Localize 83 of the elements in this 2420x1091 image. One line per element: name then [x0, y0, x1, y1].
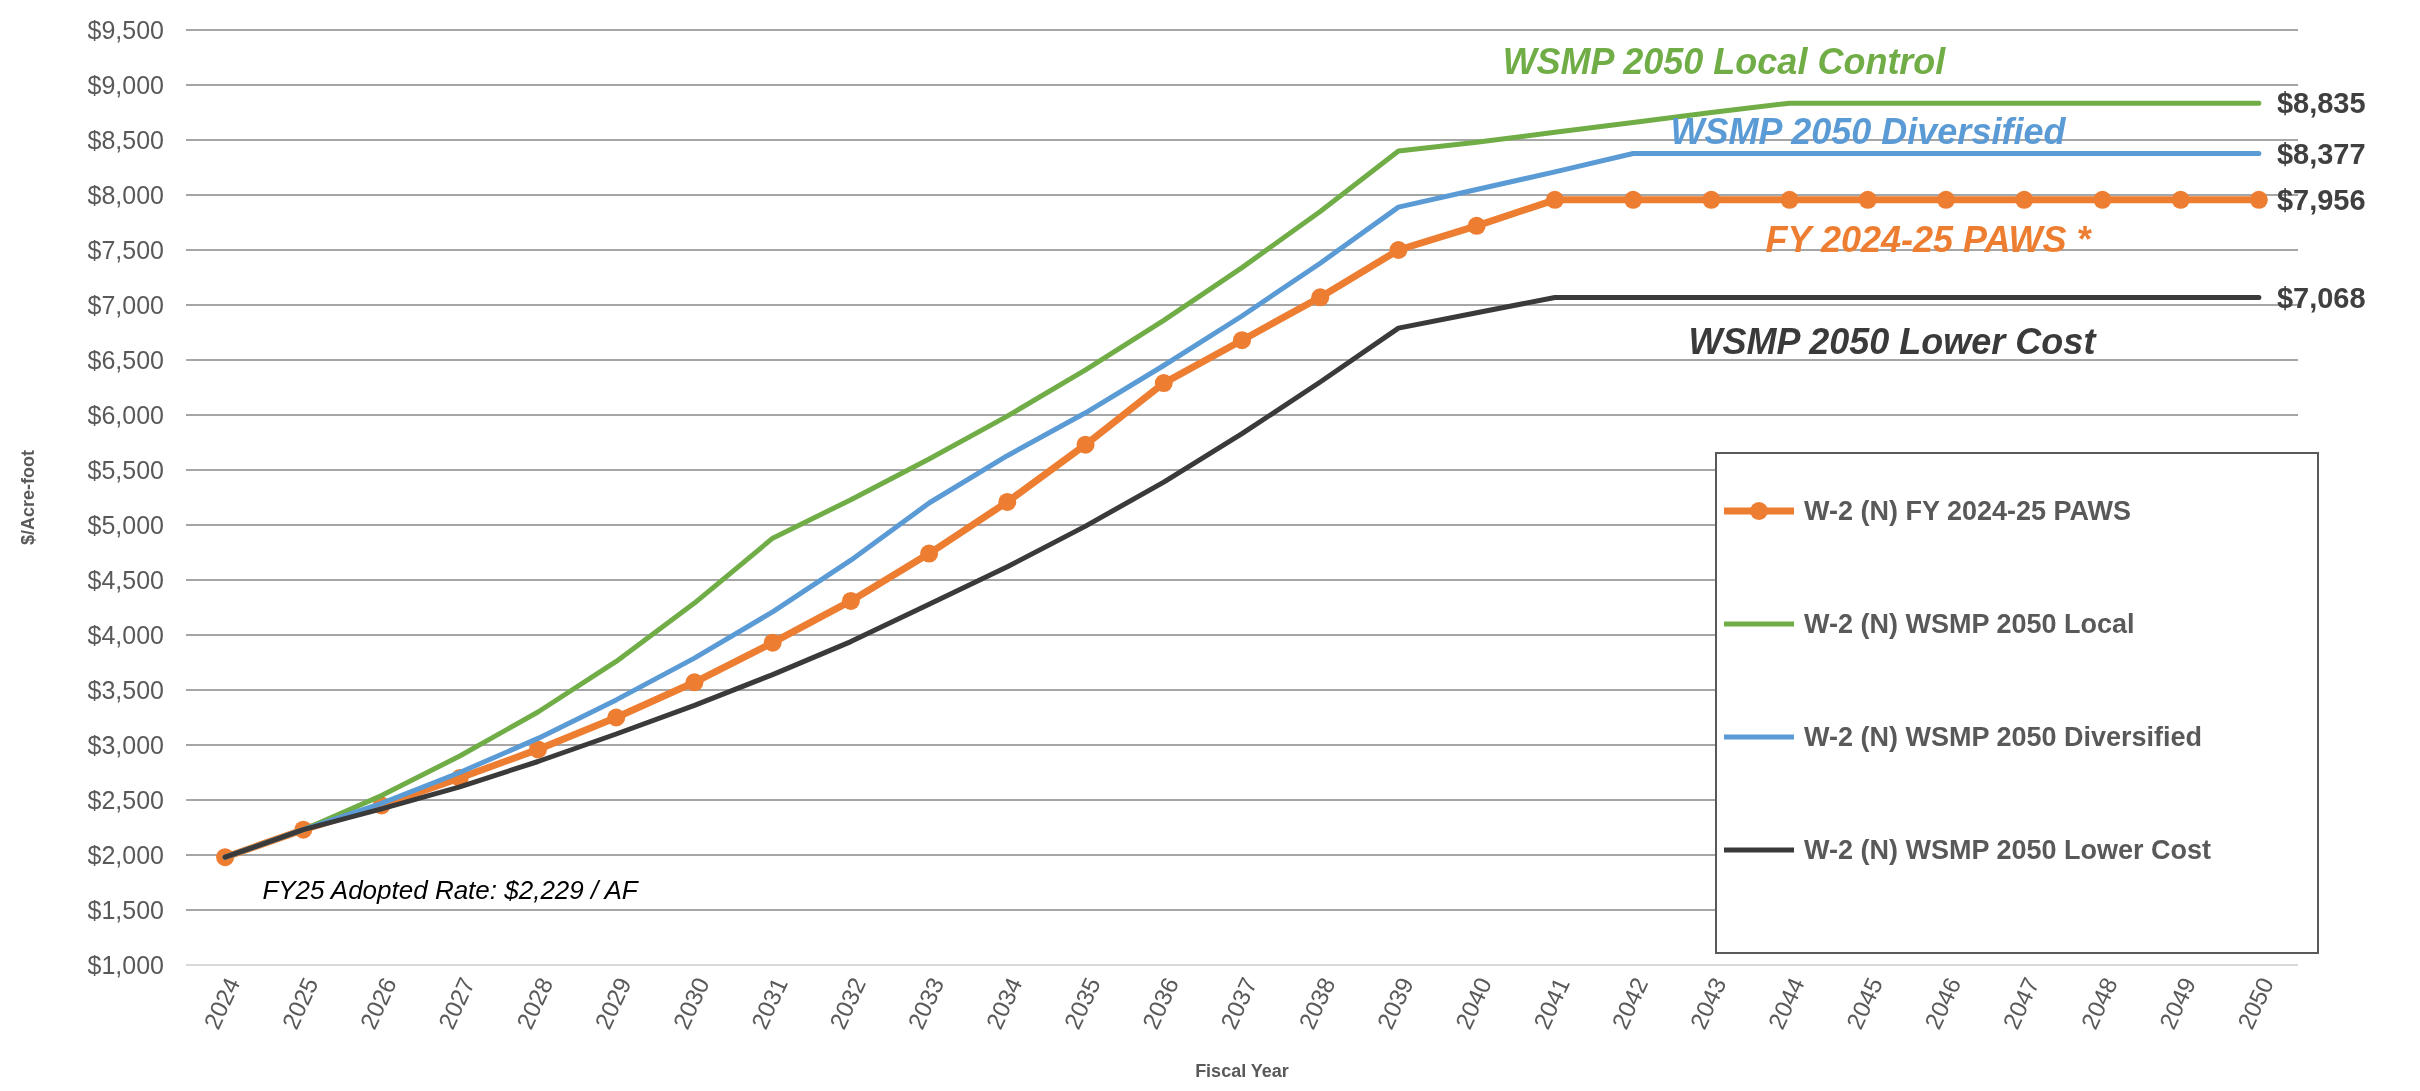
point — [2249, 190, 2268, 209]
y-tick-label: $7,000 — [87, 290, 164, 319]
x-tick-label: 2040 — [1449, 973, 1497, 1034]
y-tick-label: $1,000 — [87, 950, 164, 979]
y-tick-label: $2,000 — [87, 840, 164, 869]
x-tick-label: 2034 — [980, 973, 1028, 1034]
x-tick-label: 2031 — [745, 973, 793, 1034]
point — [1233, 331, 1251, 350]
point — [1076, 435, 1095, 454]
y-tick-label: $4,000 — [87, 620, 164, 649]
annotation: WSMP 2050 Local Control — [1502, 41, 1947, 83]
x-tick-label: 2049 — [2153, 973, 2201, 1034]
data-label: $7,068 — [2276, 281, 2366, 314]
x-tick-label: 2024 — [198, 973, 246, 1034]
point — [998, 492, 1017, 511]
point — [1467, 216, 1486, 235]
x-tick-label: 2050 — [2232, 973, 2280, 1034]
x-tick-label: 2043 — [1684, 973, 1732, 1034]
x-tick-label: 2035 — [1058, 973, 1106, 1034]
y-tick-label: $9,000 — [87, 70, 164, 99]
point — [1311, 288, 1330, 307]
x-tick-label: 2044 — [1762, 973, 1810, 1034]
x-tick-label: 2028 — [511, 973, 559, 1034]
x-tick-label: 2046 — [1919, 973, 1967, 1034]
point — [1389, 241, 1408, 259]
point — [1780, 190, 1799, 209]
x-tick-label: 2038 — [1293, 973, 1341, 1034]
point — [763, 633, 782, 652]
x-tick-label: 2045 — [1840, 973, 1888, 1034]
x-tick-label: 2047 — [1997, 973, 2045, 1034]
point — [1858, 190, 1877, 209]
legend-label: W-2 (N) WSMP 2050 Local — [1804, 609, 2135, 640]
point — [1545, 190, 1564, 209]
point — [2171, 190, 2190, 209]
point — [2093, 190, 2112, 209]
x-tick-label: 2030 — [667, 973, 715, 1034]
y-tick-label: $5,500 — [87, 455, 164, 484]
point — [607, 708, 626, 727]
data-label: $8,835 — [2276, 87, 2366, 120]
point — [920, 544, 939, 563]
data-label: $8,377 — [2276, 137, 2366, 170]
legend-label: W-2 (N) WSMP 2050 Lower Cost — [1804, 835, 2212, 866]
x-tick-label: 2039 — [1371, 973, 1419, 1034]
y-tick-label: $3,000 — [87, 730, 164, 759]
y-tick-label: $9,500 — [87, 15, 164, 44]
annotation: WSMP 2050 Diversified — [1670, 111, 2067, 153]
x-tick-label: 2026 — [354, 973, 402, 1034]
y-axis-title: $/Acre-foot — [18, 449, 38, 546]
legend-label: W-2 (N) FY 2024-25 PAWS — [1804, 496, 2132, 527]
y-tick-label: $1,500 — [87, 895, 164, 924]
data-label: $7,956 — [2276, 183, 2366, 216]
x-tick-label: 2037 — [1215, 973, 1263, 1034]
point — [2015, 190, 2034, 209]
y-tick-label: $7,500 — [87, 235, 164, 264]
x-tick-label: 2042 — [1606, 973, 1654, 1034]
x-axis-title: Fiscal Year — [1195, 1061, 1289, 1081]
annotation: FY 2024-25 PAWS * — [1765, 218, 2093, 260]
point — [1702, 190, 1721, 209]
y-tick-label: $6,500 — [87, 345, 164, 374]
point — [529, 740, 547, 759]
x-tick-label: 2027 — [432, 973, 480, 1034]
x-tick-label: 2036 — [1136, 973, 1184, 1034]
y-tick-label: $3,500 — [87, 675, 164, 704]
point — [841, 591, 860, 610]
annotation: FY25 Adopted Rate: $2,229 / AF — [262, 874, 640, 905]
point — [685, 673, 704, 692]
x-tick-label: 2041 — [1528, 973, 1576, 1034]
x-tick-label: 2025 — [276, 973, 324, 1034]
point — [1624, 190, 1643, 209]
y-tick-label: $4,500 — [87, 565, 164, 594]
y-tick-label: $5,000 — [87, 510, 164, 539]
point — [1154, 374, 1173, 393]
x-tick-label: 2033 — [902, 973, 950, 1034]
x-tick-label: 2029 — [589, 973, 637, 1034]
legend-label: W-2 (N) WSMP 2050 Diversified — [1804, 722, 2203, 753]
x-tick-label: 2032 — [824, 973, 872, 1034]
point — [1937, 190, 1955, 209]
annotation: WSMP 2050 Lower Cost — [1688, 320, 2098, 362]
y-tick-label: $2,500 — [87, 785, 164, 814]
y-tick-label: $6,000 — [87, 400, 164, 429]
y-tick-label: $8,000 — [87, 180, 164, 209]
x-tick-label: 2048 — [2075, 973, 2123, 1034]
y-tick-label: $8,500 — [87, 125, 164, 154]
